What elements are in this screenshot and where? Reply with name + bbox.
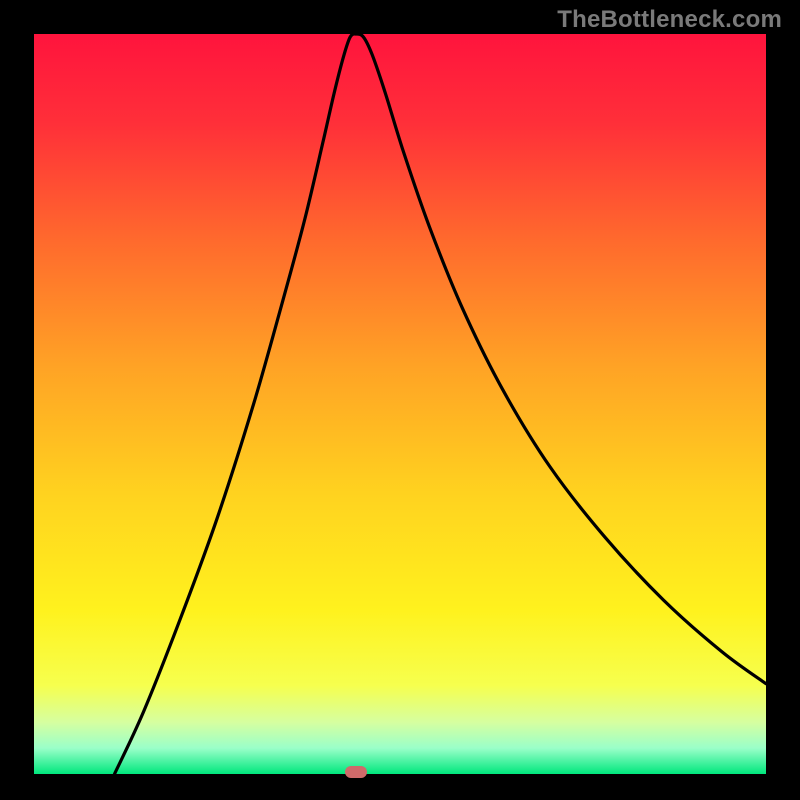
- bottleneck-curve: [34, 34, 766, 774]
- watermark-text: TheBottleneck.com: [557, 6, 782, 34]
- optimum-marker: [345, 766, 367, 778]
- chart-frame: TheBottleneck.com: [0, 0, 800, 800]
- plot-area: [34, 34, 766, 774]
- curve-path: [115, 34, 766, 774]
